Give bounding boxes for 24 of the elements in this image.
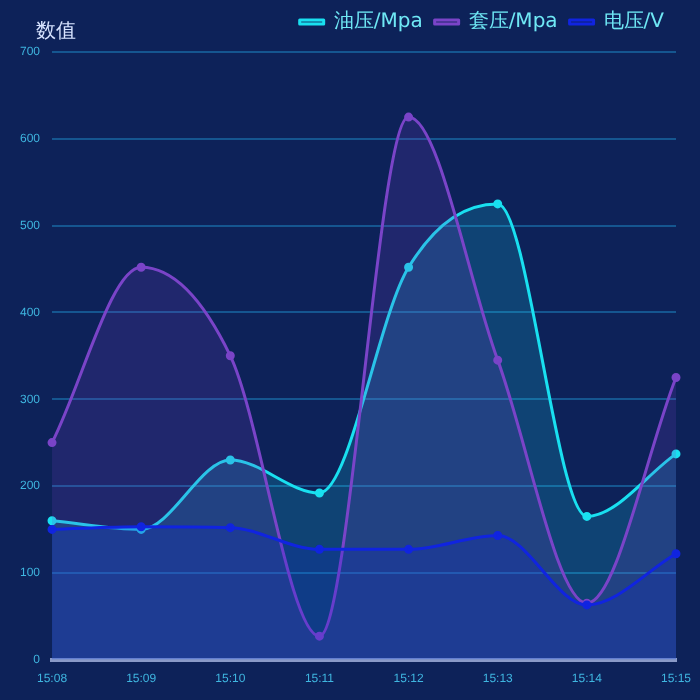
point (671, 549, 681, 559)
point (225, 523, 235, 533)
point (314, 488, 324, 498)
legend-label: 电压/V (603, 9, 665, 34)
point (493, 355, 503, 365)
point (225, 351, 235, 361)
point (404, 112, 414, 122)
legend-label: 油压/Mpa (333, 9, 423, 34)
point (404, 262, 414, 272)
point (314, 544, 324, 554)
point (314, 631, 324, 641)
point (47, 524, 57, 534)
point (582, 511, 592, 521)
point (225, 455, 235, 465)
legend-label: 套压/Mpa (468, 9, 558, 34)
point (493, 199, 503, 209)
point (671, 373, 681, 382)
point (671, 449, 681, 459)
point (493, 530, 503, 540)
point (404, 544, 414, 554)
point (47, 516, 57, 526)
point (136, 262, 146, 272)
y-axis-title: 数值 (36, 21, 77, 44)
point (47, 438, 57, 448)
